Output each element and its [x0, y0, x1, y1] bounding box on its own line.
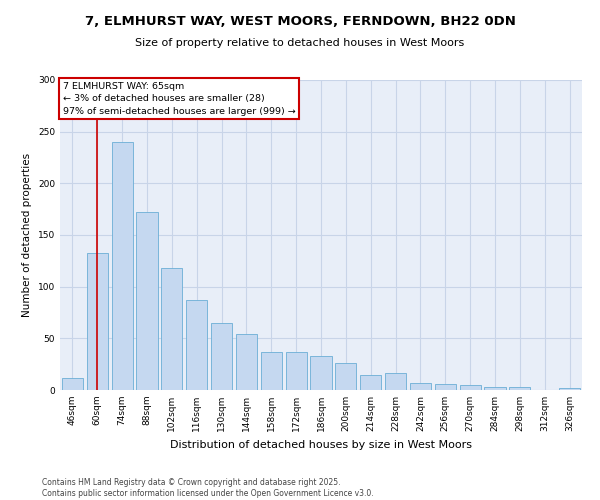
- Bar: [360, 374, 381, 390]
- Bar: [559, 388, 580, 390]
- Bar: [161, 268, 182, 390]
- Text: 7 ELMHURST WAY: 65sqm
← 3% of detached houses are smaller (28)
97% of semi-detac: 7 ELMHURST WAY: 65sqm ← 3% of detached h…: [62, 82, 295, 116]
- Text: 7, ELMHURST WAY, WEST MOORS, FERNDOWN, BH22 0DN: 7, ELMHURST WAY, WEST MOORS, FERNDOWN, B…: [85, 15, 515, 28]
- Text: Contains HM Land Registry data © Crown copyright and database right 2025.
Contai: Contains HM Land Registry data © Crown c…: [42, 478, 374, 498]
- Bar: [186, 300, 207, 390]
- Bar: [87, 252, 108, 390]
- Bar: [136, 212, 158, 390]
- Bar: [460, 385, 481, 390]
- Bar: [335, 363, 356, 390]
- Bar: [62, 378, 83, 390]
- Text: Size of property relative to detached houses in West Moors: Size of property relative to detached ho…: [136, 38, 464, 48]
- Bar: [112, 142, 133, 390]
- Bar: [484, 387, 506, 390]
- Bar: [385, 374, 406, 390]
- Y-axis label: Number of detached properties: Number of detached properties: [22, 153, 32, 317]
- Bar: [410, 383, 431, 390]
- Bar: [435, 384, 456, 390]
- Bar: [236, 334, 257, 390]
- Bar: [261, 352, 282, 390]
- X-axis label: Distribution of detached houses by size in West Moors: Distribution of detached houses by size …: [170, 440, 472, 450]
- Bar: [310, 356, 332, 390]
- Bar: [286, 352, 307, 390]
- Bar: [211, 323, 232, 390]
- Bar: [509, 387, 530, 390]
